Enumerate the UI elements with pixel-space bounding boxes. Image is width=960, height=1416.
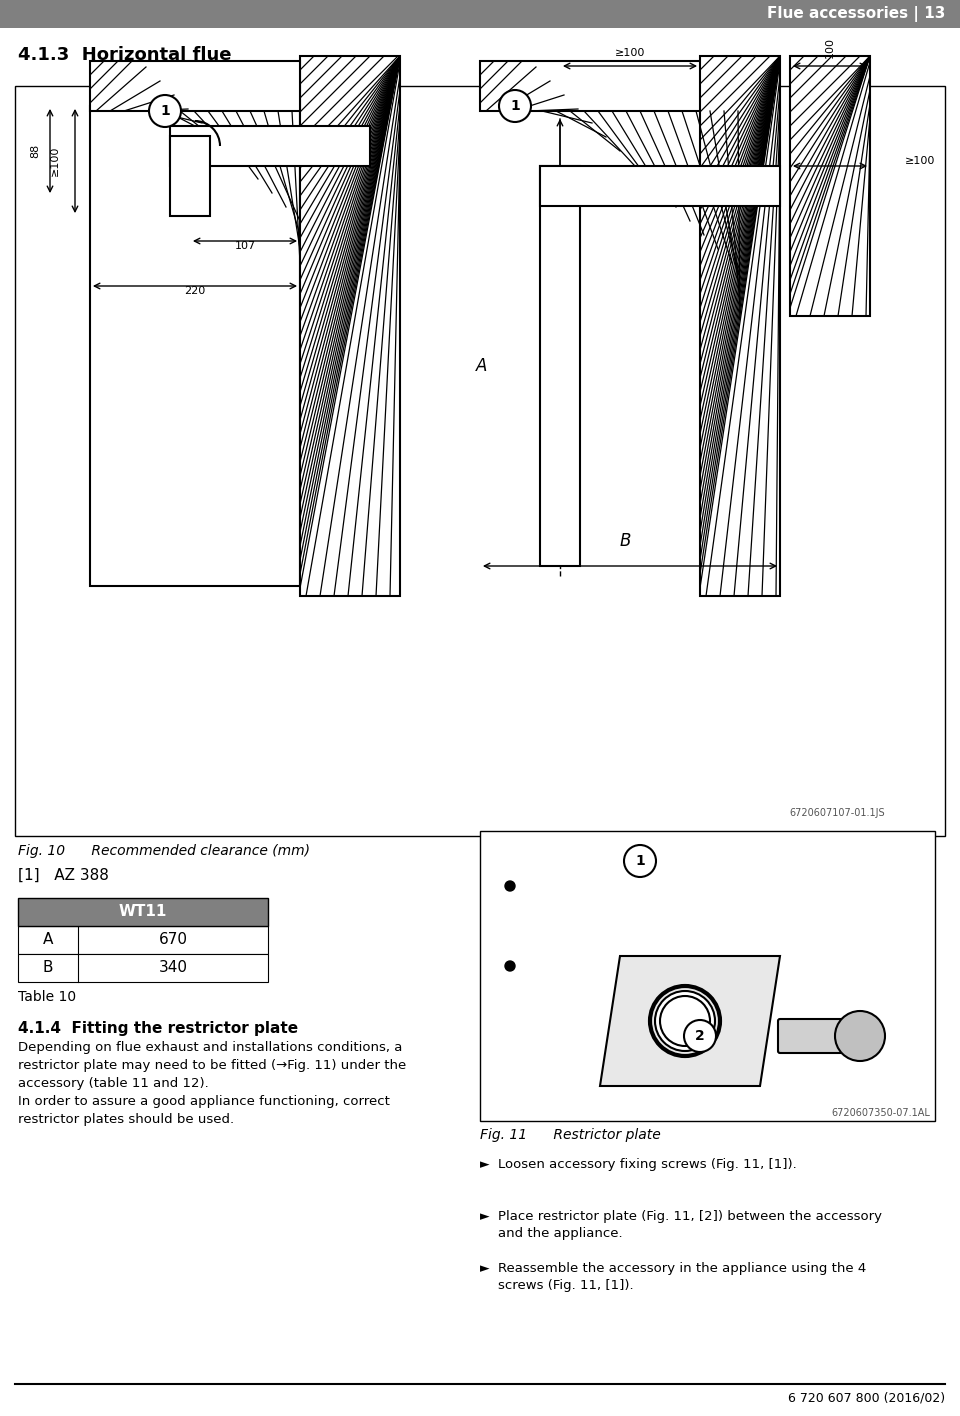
Text: 4.1.4  Fitting the restrictor plate: 4.1.4 Fitting the restrictor plate: [18, 1021, 299, 1037]
Text: B: B: [619, 532, 631, 549]
Bar: [90, 106, 300, 586]
Text: 6720607107-01.1JS: 6720607107-01.1JS: [789, 809, 885, 818]
Bar: [790, 57, 870, 316]
Text: Reassemble the accessory in the appliance using the 4
screws (Fig. 11, [1]).: Reassemble the accessory in the applianc…: [498, 1262, 866, 1291]
Polygon shape: [600, 956, 780, 1086]
Circle shape: [624, 845, 656, 877]
Bar: [170, 126, 370, 166]
Text: ≥100: ≥100: [614, 48, 645, 58]
Text: 1: 1: [636, 854, 645, 868]
Text: 6720607350-07.1AL: 6720607350-07.1AL: [831, 1107, 930, 1119]
Bar: [700, 57, 780, 596]
Text: 4.1.3  Horizontal flue: 4.1.3 Horizontal flue: [18, 45, 231, 64]
Circle shape: [660, 995, 710, 1046]
Circle shape: [499, 91, 531, 122]
Text: ≥100: ≥100: [50, 146, 60, 176]
Text: 2: 2: [695, 1029, 705, 1044]
Text: Fig. 11      Restrictor plate: Fig. 11 Restrictor plate: [480, 1129, 660, 1141]
Bar: [18, 954, 268, 983]
Bar: [90, 61, 300, 110]
Text: ≥100: ≥100: [905, 156, 935, 166]
Text: ►: ►: [480, 1211, 490, 1223]
Text: 100: 100: [825, 37, 835, 58]
Bar: [540, 166, 580, 566]
Bar: [18, 926, 268, 954]
Text: A: A: [476, 357, 488, 375]
Text: 88: 88: [30, 144, 40, 159]
Text: Loosen accessory fixing screws (Fig. 11, [1]).: Loosen accessory fixing screws (Fig. 11,…: [498, 1158, 797, 1171]
Bar: [540, 166, 780, 205]
Text: 1: 1: [160, 103, 170, 118]
Text: Flue accessories | 13: Flue accessories | 13: [767, 6, 945, 23]
Bar: [480, 831, 935, 1121]
Circle shape: [684, 1020, 716, 1052]
Text: Fig. 10      Recommended clearance (mm): Fig. 10 Recommended clearance (mm): [18, 844, 310, 858]
Text: WT11: WT11: [119, 905, 167, 919]
FancyBboxPatch shape: [778, 1020, 862, 1054]
Text: A: A: [43, 933, 53, 947]
Circle shape: [655, 991, 715, 1051]
Circle shape: [149, 95, 181, 127]
Text: ►: ►: [480, 1158, 490, 1171]
Circle shape: [505, 961, 515, 971]
Bar: [170, 136, 210, 217]
Text: B: B: [43, 960, 53, 976]
Bar: [300, 57, 400, 596]
Text: ►: ►: [480, 1262, 490, 1274]
Text: 340: 340: [158, 960, 187, 976]
Bar: [480, 61, 740, 110]
Circle shape: [835, 1011, 885, 1061]
Text: 107: 107: [234, 241, 255, 251]
Text: Table 10: Table 10: [18, 990, 76, 1004]
Circle shape: [505, 881, 515, 891]
Text: 670: 670: [158, 933, 187, 947]
Bar: [18, 898, 268, 926]
Text: 220: 220: [184, 286, 205, 296]
Bar: [15, 86, 945, 835]
Text: 6 720 607 800 (2016/02): 6 720 607 800 (2016/02): [788, 1392, 945, 1405]
Text: Depending on flue exhaust and installations conditions, a
restrictor plate may n: Depending on flue exhaust and installati…: [18, 1041, 406, 1126]
Text: [1]   AZ 388: [1] AZ 388: [18, 868, 108, 884]
Text: Place restrictor plate (Fig. 11, [2]) between the accessory
and the appliance.: Place restrictor plate (Fig. 11, [2]) be…: [498, 1211, 882, 1240]
Bar: [0, 0, 960, 28]
Text: 1: 1: [510, 99, 520, 113]
